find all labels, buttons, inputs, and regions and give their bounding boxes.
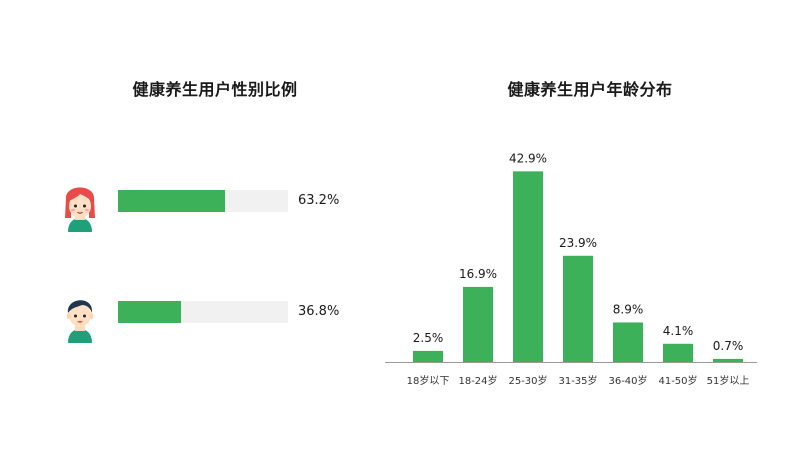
age-chart-title: 健康养生用户年龄分布 <box>507 80 673 99</box>
age-bar-data-label: 16.9% <box>459 267 497 281</box>
female-value-label: 63.2% <box>298 193 340 208</box>
female-avatar-icon <box>65 187 95 232</box>
age-bar-chart: 2.5% 18岁以下 16.9% 18-24岁 42.9% 25-30岁 23.9% 31-3… <box>385 151 757 387</box>
age-bar-data-label: 4.1% <box>663 324 694 338</box>
age-bar-data-label: 42.9% <box>509 151 547 165</box>
age-bar-data-label: 8.9% <box>613 302 644 316</box>
age-bar <box>563 255 593 362</box>
gender-row-male: 36.8% <box>60 287 360 343</box>
age-category-tick-label: 51岁以上 <box>707 374 750 387</box>
age-bar-data-label: 23.9% <box>559 236 597 250</box>
age-category-tick-label: 18岁以下 <box>407 374 450 387</box>
age-bar-data-label: 2.5% <box>413 331 444 345</box>
age-bar-data-label: 0.7% <box>713 339 744 353</box>
female-bar-track <box>118 190 288 212</box>
female-bar-fill <box>118 190 226 212</box>
age-bar <box>613 322 643 362</box>
gender-chart-title: 健康养生用户性别比例 <box>132 80 298 99</box>
age-category-tick-label: 36-40岁 <box>608 374 647 387</box>
age-bar <box>713 358 743 362</box>
male-bar-track <box>118 301 288 323</box>
age-bar <box>413 350 443 362</box>
age-bar <box>463 286 493 362</box>
age-bar <box>663 343 693 362</box>
male-avatar-icon <box>66 300 94 343</box>
age-bar <box>513 171 543 362</box>
male-bar-fill <box>118 301 181 323</box>
age-category-tick-label: 18-24岁 <box>458 374 497 387</box>
male-value-label: 36.8% <box>298 304 340 319</box>
gender-row-female: 63.2% <box>60 176 360 232</box>
age-category-tick-label: 31-35岁 <box>558 374 597 387</box>
age-category-tick-label: 41-50岁 <box>658 374 697 387</box>
age-category-tick-label: 25-30岁 <box>508 374 547 387</box>
